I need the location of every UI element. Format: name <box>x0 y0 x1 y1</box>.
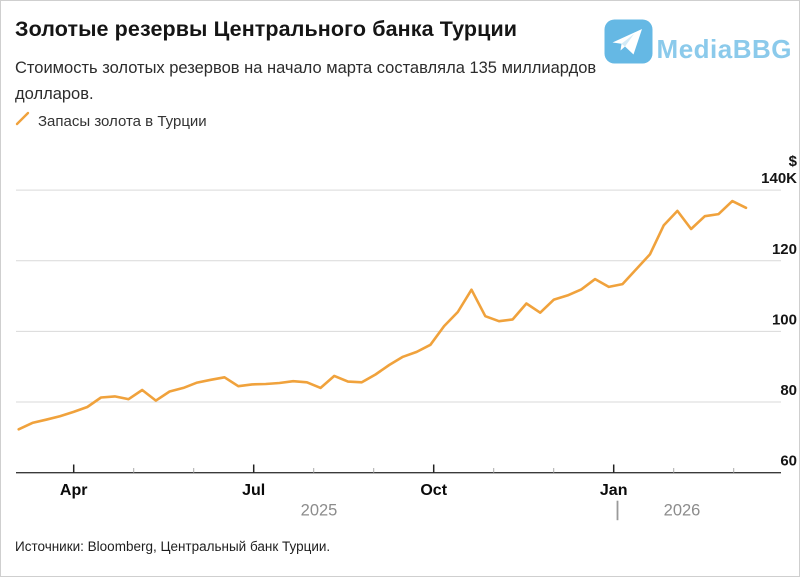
svg-text:100: 100 <box>772 311 797 328</box>
svg-text:Apr: Apr <box>60 482 88 499</box>
svg-text:Jul: Jul <box>242 482 265 499</box>
svg-text:140K: 140K <box>761 170 797 187</box>
telegram-paper-plane-icon <box>604 19 653 69</box>
svg-text:$: $ <box>789 153 798 170</box>
brand-name: MediaBBG <box>656 33 792 64</box>
svg-text:Oct: Oct <box>420 482 447 499</box>
gold-reserves-chart: 60 80 100 120 140K$ Apr Jul Oct Jan 2025 2026 <box>16 153 798 521</box>
legend-label: Запасы золота в Турции <box>38 112 207 130</box>
page-subtitle: Стоимость золотых резервов на начало мар… <box>15 59 597 103</box>
chart-legend: Запасы золота в Турции <box>15 111 207 131</box>
svg-text:80: 80 <box>780 382 797 399</box>
page-title: Золотые резервы Центрального банка Турци… <box>15 17 518 41</box>
svg-text:60: 60 <box>780 453 797 470</box>
legend-line-marker-icon <box>15 111 30 131</box>
source-note: Источники: Bloomberg, Центральный банк Т… <box>15 539 331 554</box>
svg-text:2026: 2026 <box>664 502 701 520</box>
svg-text:Jan: Jan <box>600 482 628 499</box>
svg-text:2025: 2025 <box>301 502 338 520</box>
brand-logo: MediaBBG <box>604 19 792 69</box>
svg-text:120: 120 <box>772 241 797 258</box>
